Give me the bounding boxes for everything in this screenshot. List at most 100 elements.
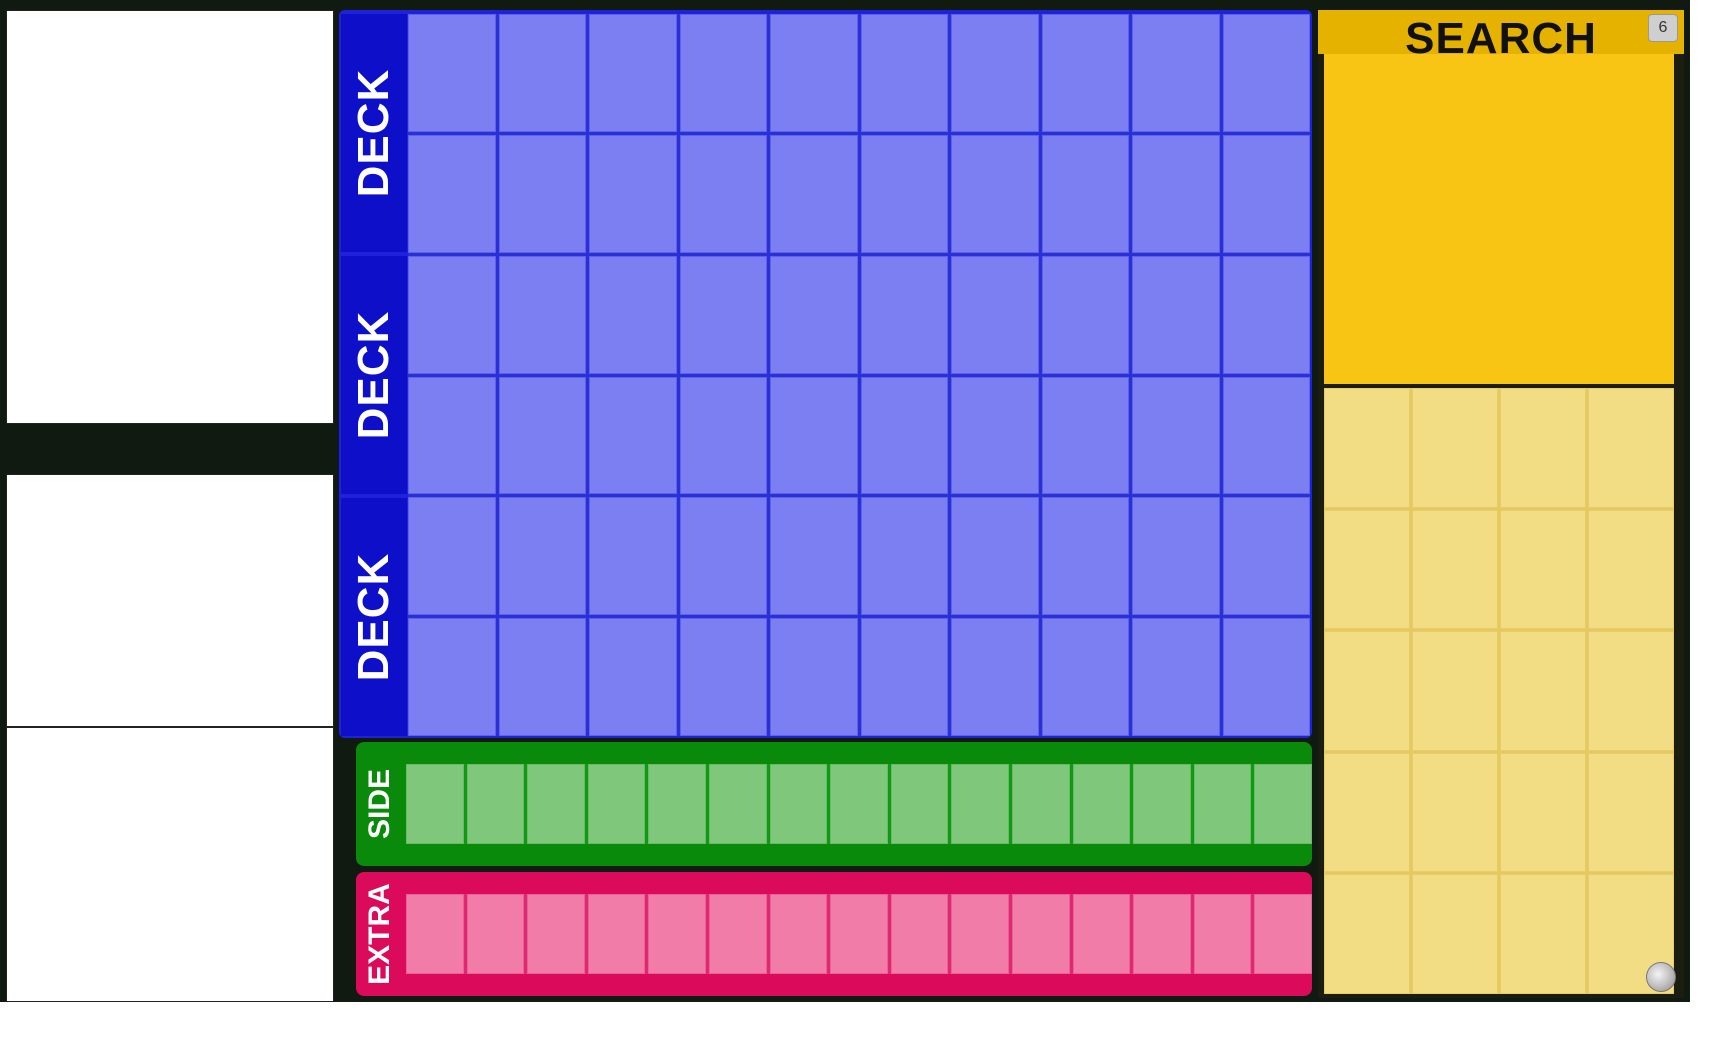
scroll-knob-icon[interactable] xyxy=(1646,962,1676,992)
search-result-slot[interactable] xyxy=(1412,388,1498,508)
deck-card-slot[interactable] xyxy=(408,255,496,374)
extra-card-slot[interactable] xyxy=(1193,894,1252,974)
search-result-slot[interactable] xyxy=(1500,752,1586,873)
deck-card-slot[interactable] xyxy=(951,134,1039,253)
deck-card-slot[interactable] xyxy=(1041,376,1129,495)
deck-card-slot[interactable] xyxy=(1222,376,1310,495)
deck-card-slot[interactable] xyxy=(951,497,1039,616)
side-card-slot[interactable] xyxy=(587,764,646,844)
extra-card-slot[interactable] xyxy=(466,894,525,974)
extra-card-slot[interactable] xyxy=(587,894,646,974)
side-card-slot[interactable] xyxy=(1193,764,1252,844)
search-result-slot[interactable] xyxy=(1412,752,1498,873)
deck-card-slot[interactable] xyxy=(408,497,496,616)
search-result-slot[interactable] xyxy=(1588,631,1674,751)
deck-card-slot[interactable] xyxy=(770,134,858,253)
deck-card-slot[interactable] xyxy=(770,497,858,616)
deck-card-slot[interactable] xyxy=(951,14,1039,132)
side-card-slot[interactable] xyxy=(648,764,706,844)
deck-card-slot[interactable] xyxy=(1132,134,1220,253)
deck-card-slot[interactable] xyxy=(1132,255,1220,374)
search-result-slot[interactable] xyxy=(1324,509,1410,630)
deck-card-slot[interactable] xyxy=(498,134,586,253)
search-result-slot[interactable] xyxy=(1412,631,1498,751)
deck-card-slot[interactable] xyxy=(770,14,858,132)
card-details-panel[interactable] xyxy=(6,474,334,727)
search-result-slot[interactable] xyxy=(1500,631,1586,751)
deck-card-slot[interactable] xyxy=(679,255,767,374)
deck-card-slot[interactable] xyxy=(951,255,1039,374)
extra-card-slot[interactable] xyxy=(1254,894,1312,974)
deck-card-slot[interactable] xyxy=(1132,618,1220,736)
deck-card-slot[interactable] xyxy=(589,618,677,736)
deck-card-slot[interactable] xyxy=(589,134,677,253)
deck-card-slot[interactable] xyxy=(770,376,858,495)
side-card-slot[interactable] xyxy=(769,764,828,844)
deck-card-slot[interactable] xyxy=(408,134,496,253)
search-result-slot[interactable] xyxy=(1500,509,1586,630)
deck-card-slot[interactable] xyxy=(1222,14,1310,132)
deck-card-slot[interactable] xyxy=(589,376,677,495)
side-card-slot[interactable] xyxy=(466,764,525,844)
extra-card-slot[interactable] xyxy=(1133,894,1191,974)
deck-card-slot[interactable] xyxy=(679,376,767,495)
deck-card-slot[interactable] xyxy=(498,497,586,616)
extra-card-slot[interactable] xyxy=(708,894,767,974)
search-result-slot[interactable] xyxy=(1412,509,1498,630)
search-result-slot[interactable] xyxy=(1412,874,1498,994)
card-image-panel[interactable] xyxy=(6,10,334,424)
card-text-panel[interactable] xyxy=(6,727,334,1002)
deck-card-slot[interactable] xyxy=(498,255,586,374)
deck-card-slot[interactable] xyxy=(498,376,586,495)
deck-card-slot[interactable] xyxy=(1041,255,1129,374)
deck-card-slot[interactable] xyxy=(1041,497,1129,616)
deck-card-slot[interactable] xyxy=(860,255,948,374)
deck-card-slot[interactable] xyxy=(860,376,948,495)
search-result-slot[interactable] xyxy=(1324,874,1410,994)
search-options-icon[interactable]: 6 xyxy=(1648,14,1678,42)
extra-card-slot[interactable] xyxy=(1072,894,1131,974)
deck-card-slot[interactable] xyxy=(679,497,767,616)
extra-card-slot[interactable] xyxy=(830,894,888,974)
extra-card-slot[interactable] xyxy=(890,894,949,974)
extra-card-slot[interactable] xyxy=(406,894,464,974)
search-result-slot[interactable] xyxy=(1324,752,1410,873)
search-result-slot[interactable] xyxy=(1588,752,1674,873)
deck-card-slot[interactable] xyxy=(1222,255,1310,374)
deck-card-slot[interactable] xyxy=(1132,497,1220,616)
side-card-slot[interactable] xyxy=(951,764,1009,844)
extra-card-slot[interactable] xyxy=(951,894,1009,974)
search-result-slot[interactable] xyxy=(1324,631,1410,751)
search-result-slot[interactable] xyxy=(1588,388,1674,508)
side-card-slot[interactable] xyxy=(1254,764,1312,844)
extra-card-slot[interactable] xyxy=(769,894,828,974)
deck-card-slot[interactable] xyxy=(770,255,858,374)
deck-card-slot[interactable] xyxy=(679,134,767,253)
search-result-slot[interactable] xyxy=(1500,388,1586,508)
search-result-slot[interactable] xyxy=(1324,388,1410,508)
deck-card-slot[interactable] xyxy=(1041,618,1129,736)
search-filter-area[interactable] xyxy=(1324,54,1674,384)
deck-card-slot[interactable] xyxy=(589,14,677,132)
search-result-slot[interactable] xyxy=(1500,874,1586,994)
deck-card-slot[interactable] xyxy=(589,255,677,374)
side-card-slot[interactable] xyxy=(406,764,464,844)
deck-card-slot[interactable] xyxy=(951,618,1039,736)
deck-card-slot[interactable] xyxy=(1132,376,1220,495)
deck-card-slot[interactable] xyxy=(408,376,496,495)
deck-card-slot[interactable] xyxy=(860,134,948,253)
deck-card-slot[interactable] xyxy=(498,618,586,736)
deck-card-slot[interactable] xyxy=(860,14,948,132)
deck-card-slot[interactable] xyxy=(860,618,948,736)
side-card-slot[interactable] xyxy=(1133,764,1191,844)
deck-card-slot[interactable] xyxy=(408,618,496,736)
search-result-slot[interactable] xyxy=(1588,509,1674,630)
deck-card-slot[interactable] xyxy=(1222,618,1310,736)
deck-card-slot[interactable] xyxy=(408,14,496,132)
deck-card-slot[interactable] xyxy=(1041,134,1129,253)
extra-card-slot[interactable] xyxy=(648,894,706,974)
deck-card-slot[interactable] xyxy=(1041,14,1129,132)
side-card-slot[interactable] xyxy=(1011,764,1070,844)
extra-card-slot[interactable] xyxy=(527,894,585,974)
side-card-slot[interactable] xyxy=(708,764,767,844)
